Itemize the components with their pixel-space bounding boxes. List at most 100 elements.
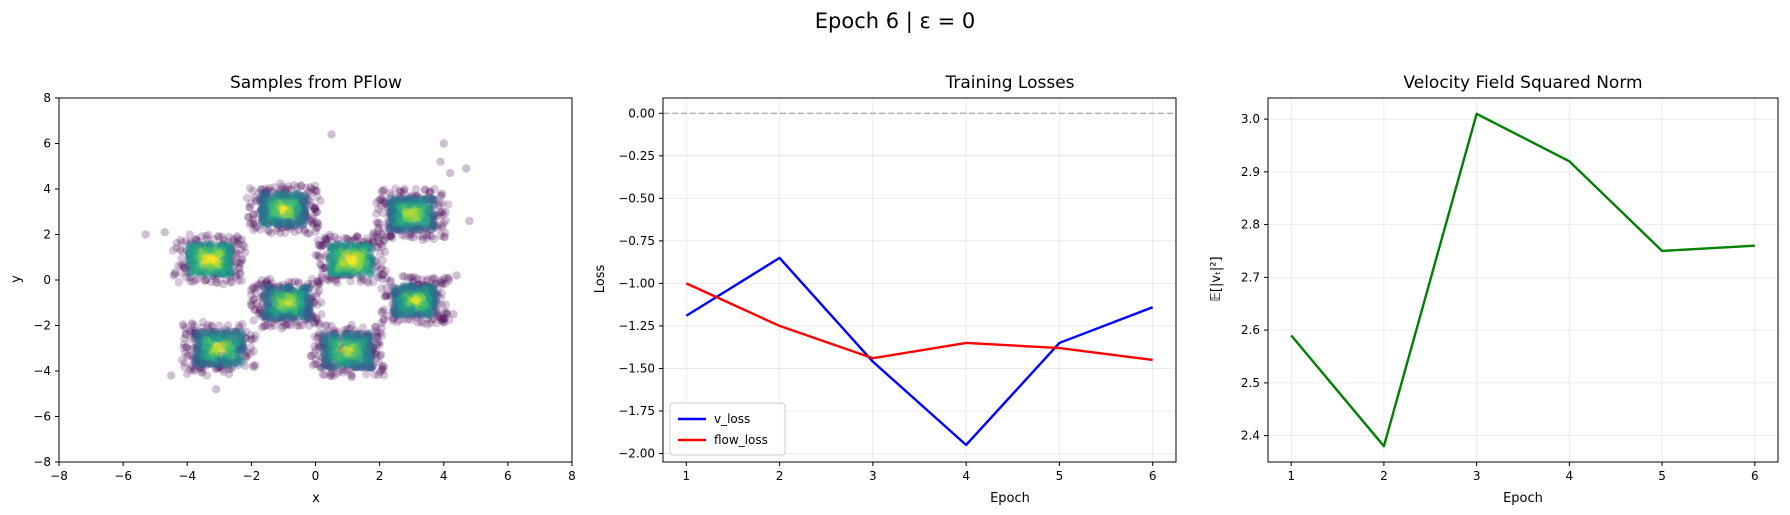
scatter-point xyxy=(372,230,382,239)
scatter-point xyxy=(433,224,443,233)
scatter-point xyxy=(392,224,401,234)
scatter-point xyxy=(295,207,304,217)
scatter-point xyxy=(296,195,306,204)
scatter-point xyxy=(212,250,222,259)
scatter-point xyxy=(379,224,388,233)
scatter-point xyxy=(299,219,308,229)
x-tick-label: 8 xyxy=(568,469,576,483)
scatter-point xyxy=(347,373,356,382)
scatter-point xyxy=(309,219,319,228)
scatter-point xyxy=(390,225,399,235)
scatter-point xyxy=(187,255,197,264)
scatter-point xyxy=(205,241,215,250)
scatter-point xyxy=(256,206,266,216)
scatter-point xyxy=(413,191,422,201)
scatter-point xyxy=(193,260,202,269)
scatter-point xyxy=(221,262,231,272)
y-tick-label: 2.6 xyxy=(1241,323,1260,337)
scatter-point xyxy=(262,196,271,205)
scatter-point xyxy=(214,247,224,257)
scatter-point xyxy=(220,264,229,274)
scatter-point xyxy=(231,248,241,258)
scatter-point xyxy=(300,209,309,218)
scatter-point xyxy=(216,247,225,257)
scatter-point xyxy=(390,218,400,228)
scatter-point xyxy=(428,194,437,204)
scatter-point xyxy=(263,194,272,203)
scatter-point xyxy=(392,219,402,228)
scatter-point xyxy=(217,245,226,255)
scatter-point xyxy=(284,204,294,213)
scatter-point xyxy=(209,265,218,274)
scatter-point xyxy=(199,251,208,261)
scatter-point xyxy=(224,255,233,264)
scatter-point xyxy=(259,191,268,200)
scatter-point xyxy=(273,208,282,218)
scatter-point xyxy=(276,228,285,238)
scatter-point xyxy=(186,239,195,249)
scatter-point xyxy=(277,291,286,300)
scatter-point xyxy=(216,242,225,251)
scatter-point xyxy=(185,240,195,249)
scatter-point xyxy=(225,244,234,253)
scatter-point xyxy=(398,217,407,226)
scatter-point xyxy=(260,202,269,211)
scatter-point xyxy=(284,214,293,224)
scatter-point xyxy=(197,253,207,262)
scatter-point xyxy=(222,266,231,276)
scatter-point xyxy=(204,261,213,270)
scatter-point xyxy=(423,205,432,214)
scatter-point xyxy=(252,222,261,232)
scatter-point xyxy=(258,204,267,214)
scatter-point xyxy=(416,305,426,315)
scatter-point xyxy=(286,210,296,219)
scatter-point xyxy=(224,258,233,268)
scatter-point xyxy=(412,221,421,230)
scatter-point xyxy=(258,195,267,204)
scatter-point xyxy=(342,331,351,341)
scatter-point xyxy=(204,251,214,260)
scatter-point xyxy=(211,246,220,256)
scatter-point xyxy=(395,217,404,226)
losses-plot-area: 1 2 3 4 5 6 0.00 −0.25 −0.50 −0.75 −1.00 −1.25 −1.50… xyxy=(618,97,1177,483)
scatter-point xyxy=(211,278,221,287)
scatter-point xyxy=(296,204,306,214)
scatter-point xyxy=(187,256,196,265)
scatter-point xyxy=(198,251,208,261)
scatter-point xyxy=(434,201,443,210)
scatter-point xyxy=(416,216,425,226)
scatter-point xyxy=(404,205,413,215)
scatter-point xyxy=(286,221,296,230)
scatter-point xyxy=(209,271,219,281)
scatter-point xyxy=(197,265,207,275)
scatter-point xyxy=(265,213,274,222)
scatter-point xyxy=(176,245,185,255)
scatter-point xyxy=(266,209,275,219)
scatter-point xyxy=(190,243,200,252)
scatter-point xyxy=(389,222,399,231)
scatter-point xyxy=(395,217,405,227)
series-line-flow_loss xyxy=(685,282,1153,362)
scatter-point xyxy=(292,207,301,217)
scatter-point xyxy=(187,266,197,275)
scatter-point xyxy=(392,214,402,224)
scatter-point xyxy=(401,217,410,226)
scatter-point xyxy=(212,247,222,256)
scatter-point xyxy=(265,216,274,225)
scatter-point xyxy=(193,245,202,254)
scatter-point xyxy=(281,196,291,205)
scatter-point xyxy=(407,200,416,209)
scatter-point xyxy=(268,187,277,196)
scatter-point xyxy=(286,192,296,201)
scatter-point xyxy=(310,205,320,215)
scatter-point xyxy=(439,232,449,242)
scatter-point xyxy=(378,275,387,284)
scatter-point xyxy=(216,268,226,278)
x-tick-label: 0 xyxy=(312,469,320,483)
scatter-point xyxy=(416,193,425,203)
scatter-point xyxy=(429,223,438,232)
scatter-point xyxy=(285,208,294,218)
scatter-point xyxy=(239,344,248,353)
y-tick-label: −1.50 xyxy=(618,361,655,375)
